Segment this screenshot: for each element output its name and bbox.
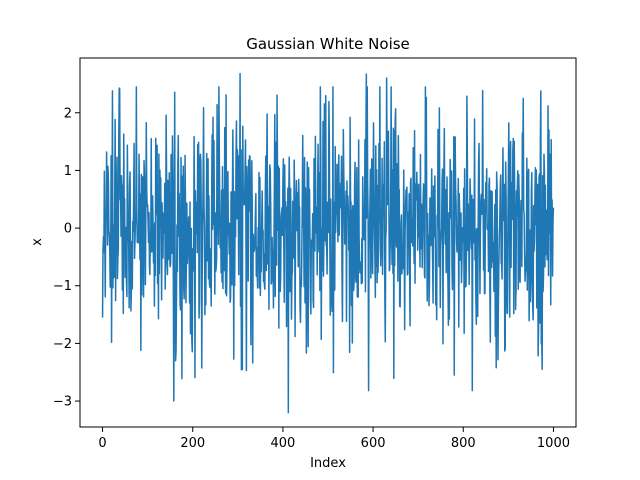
y-axis-label: x	[30, 238, 45, 246]
x-tick-label: 0	[98, 436, 106, 451]
x-tick-label: 400	[270, 436, 295, 451]
x-tick-label: 600	[361, 436, 386, 451]
series-layer	[101, 72, 555, 414]
plot-area	[79, 57, 577, 428]
y-tick-label: 1	[64, 164, 72, 179]
axes-frame	[79, 57, 577, 428]
y-tick-label: −2	[53, 337, 72, 352]
y-tick-label: −1	[53, 279, 72, 294]
x-tick-label: 200	[180, 436, 205, 451]
x-axis: 0 200 400 600 800 1000	[98, 427, 570, 451]
chart-title: Gaussian White Noise	[246, 35, 410, 53]
noise-series-line	[101, 72, 555, 414]
x-axis-label: Index	[310, 456, 346, 471]
y-axis: −3 −2 −1 0 1 2	[53, 106, 80, 410]
x-tick-label: 800	[451, 436, 476, 451]
y-tick-label: −3	[53, 395, 72, 410]
x-tick-label: 1000	[537, 436, 570, 451]
y-tick-label: 2	[64, 106, 72, 121]
y-tick-label: 0	[64, 222, 72, 237]
